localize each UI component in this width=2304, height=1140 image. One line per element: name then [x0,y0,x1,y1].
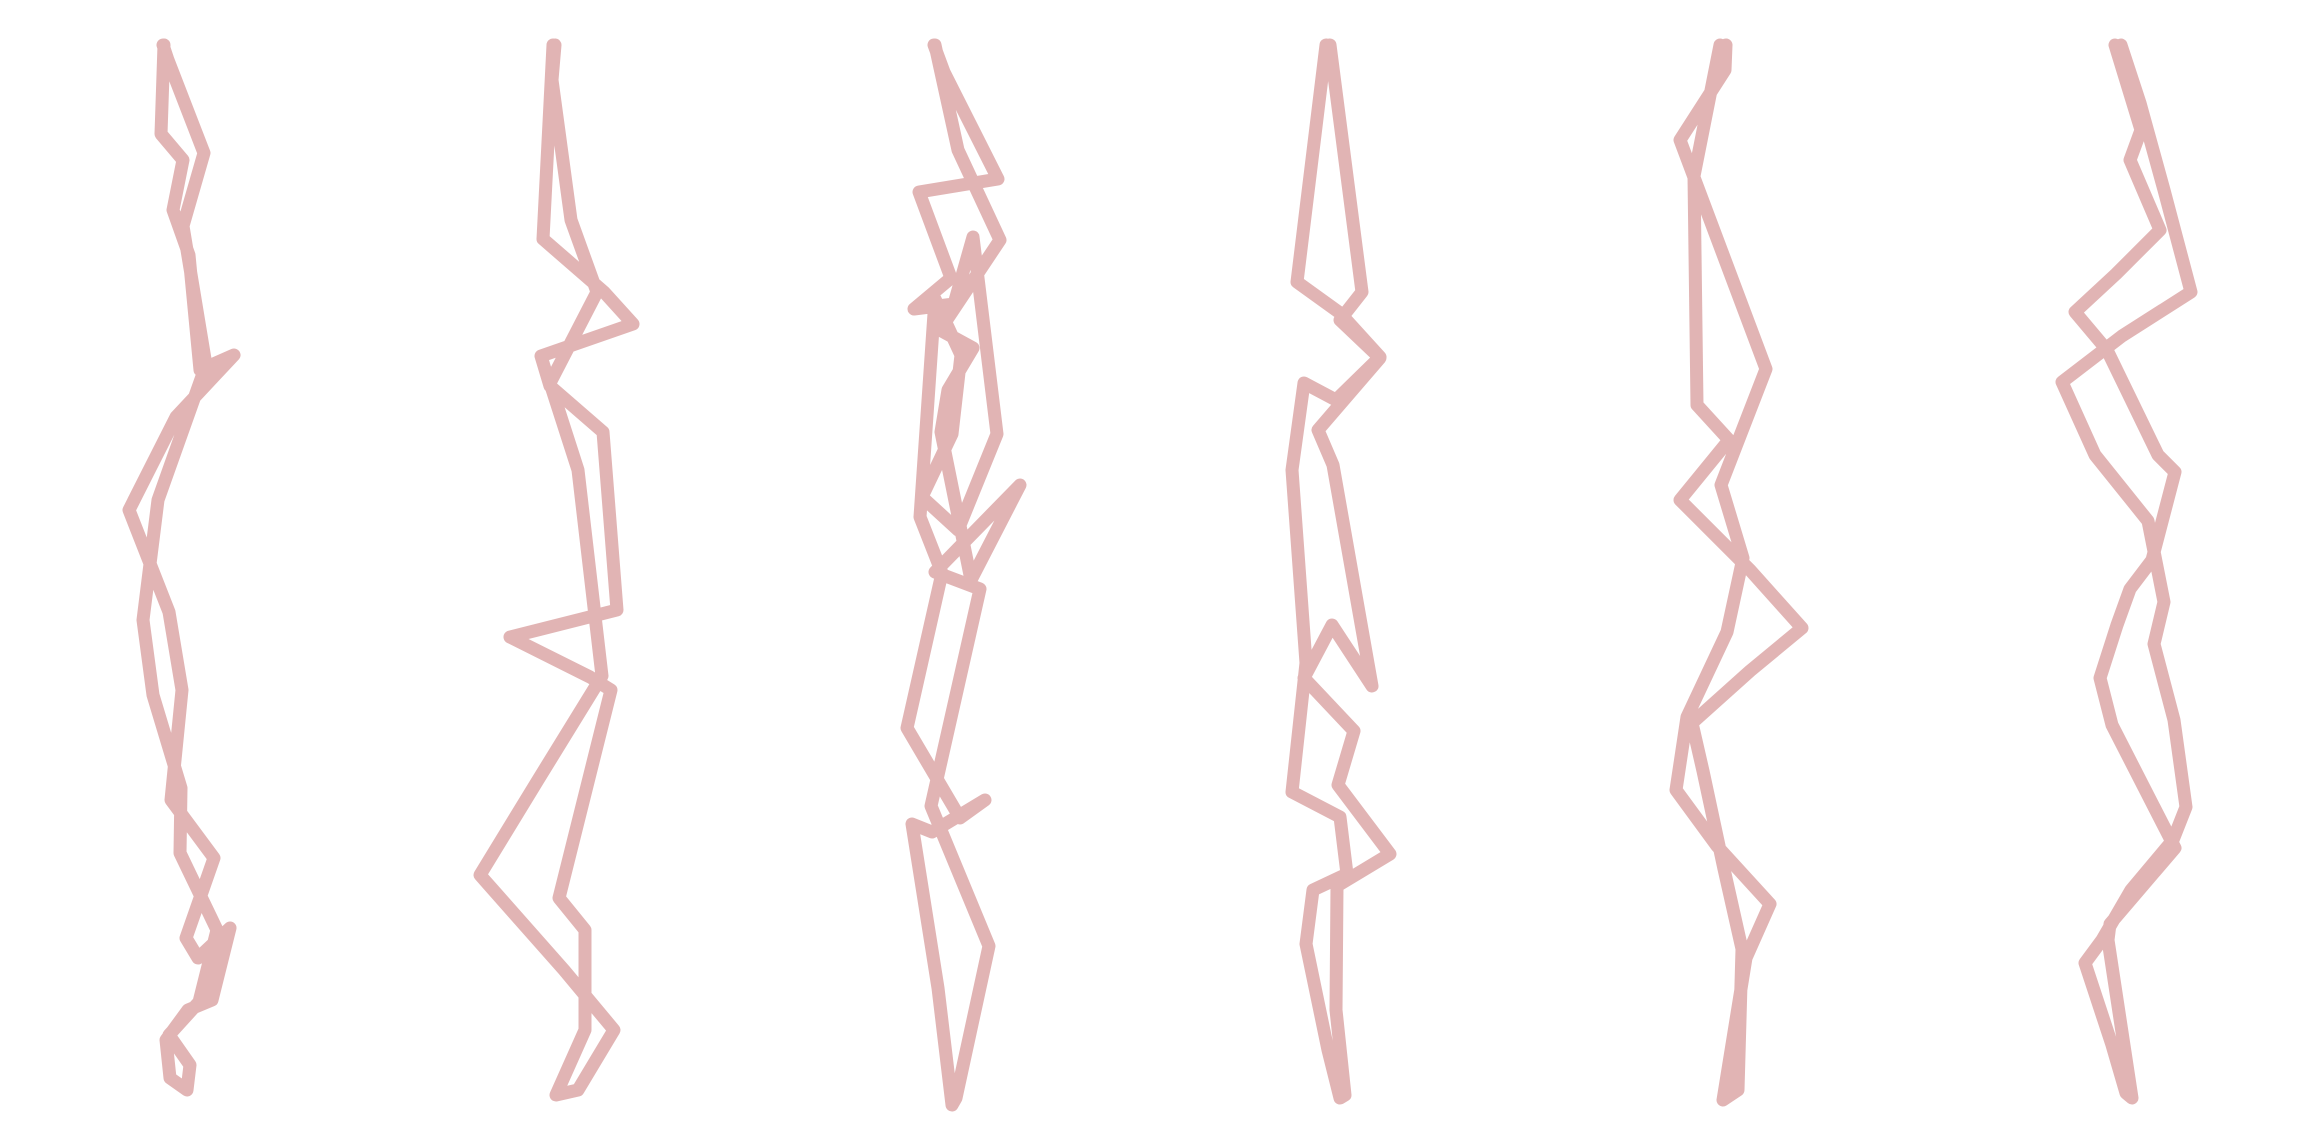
zigzag-line-5 [1669,38,1809,1107]
zigzag-line-6 [2055,38,2198,1105]
zigzag-line-4 [1285,38,1397,1105]
zigzag-line-3 [900,38,1027,1112]
zigzag-line-1 [122,38,241,1097]
zigzag-line-2 [473,38,640,1102]
